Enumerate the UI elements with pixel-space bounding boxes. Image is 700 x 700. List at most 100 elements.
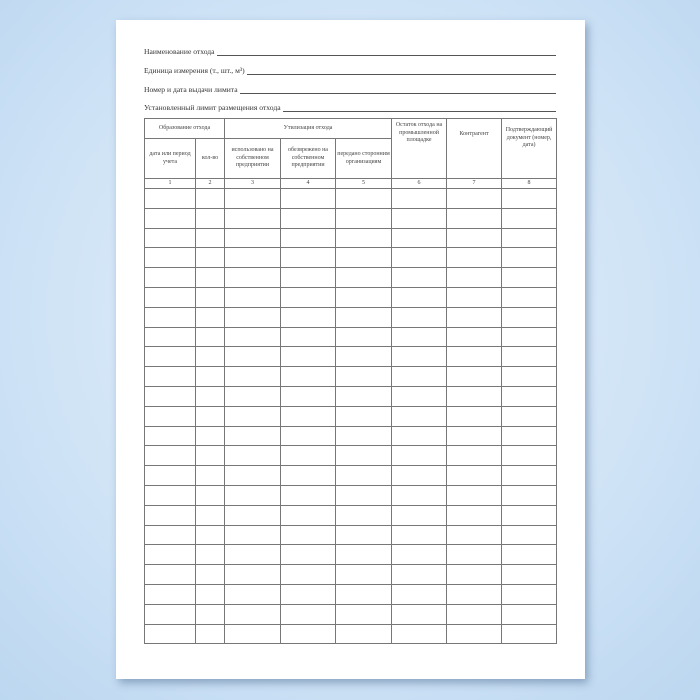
table-cell[interactable] <box>501 564 558 585</box>
table-cell[interactable] <box>280 267 336 288</box>
table-cell[interactable] <box>224 326 281 348</box>
table-cell[interactable] <box>446 544 503 566</box>
table-cell[interactable] <box>144 524 196 546</box>
input-line[interactable] <box>282 103 556 112</box>
table-cell[interactable] <box>391 366 448 387</box>
table-cell[interactable] <box>446 326 503 348</box>
table-cell[interactable] <box>501 425 558 447</box>
table-cell[interactable] <box>280 465 336 486</box>
table-cell[interactable] <box>144 366 196 387</box>
table-cell[interactable] <box>144 564 196 585</box>
table-cell[interactable] <box>391 207 448 229</box>
table-cell[interactable] <box>391 385 448 407</box>
table-cell[interactable] <box>334 425 393 447</box>
table-cell[interactable] <box>195 445 225 467</box>
table-cell[interactable] <box>195 207 225 229</box>
table-cell[interactable] <box>224 306 281 328</box>
table-cell[interactable] <box>224 366 281 387</box>
table-cell[interactable] <box>391 267 448 288</box>
table-cell[interactable] <box>501 227 558 249</box>
table-cell[interactable] <box>446 306 503 328</box>
table-cell[interactable] <box>224 583 281 605</box>
table-cell[interactable] <box>334 385 393 407</box>
table-cell[interactable] <box>224 346 281 368</box>
table-cell[interactable] <box>280 385 336 407</box>
table-cell[interactable] <box>446 385 503 407</box>
table-cell[interactable] <box>280 346 336 368</box>
table-cell[interactable] <box>391 603 448 625</box>
table-cell[interactable] <box>334 286 393 308</box>
table-cell[interactable] <box>144 326 196 348</box>
table-cell[interactable] <box>144 425 196 447</box>
table-cell[interactable] <box>334 484 393 506</box>
table-cell[interactable] <box>391 623 448 645</box>
table-cell[interactable] <box>446 564 503 585</box>
table-cell[interactable] <box>224 484 281 506</box>
table-cell[interactable] <box>446 247 503 269</box>
table-cell[interactable] <box>501 326 558 348</box>
table-cell[interactable] <box>195 484 225 506</box>
table-cell[interactable] <box>195 346 225 368</box>
table-cell[interactable] <box>446 346 503 368</box>
table-cell[interactable] <box>501 465 558 486</box>
table-cell[interactable] <box>224 524 281 546</box>
table-cell[interactable] <box>391 247 448 269</box>
table-cell[interactable] <box>224 207 281 229</box>
table-cell[interactable] <box>334 465 393 486</box>
table-cell[interactable] <box>501 346 558 368</box>
table-cell[interactable] <box>501 385 558 407</box>
table-cell[interactable] <box>446 504 503 526</box>
table-cell[interactable] <box>144 504 196 526</box>
table-cell[interactable] <box>280 484 336 506</box>
table-cell[interactable] <box>446 366 503 387</box>
table-cell[interactable] <box>391 564 448 585</box>
table-cell[interactable] <box>224 405 281 427</box>
table-cell[interactable] <box>334 306 393 328</box>
table-cell[interactable] <box>144 227 196 249</box>
table-cell[interactable] <box>334 267 393 288</box>
table-cell[interactable] <box>501 445 558 467</box>
table-cell[interactable] <box>391 405 448 427</box>
table-cell[interactable] <box>144 267 196 288</box>
table-cell[interactable] <box>446 286 503 308</box>
table-cell[interactable] <box>334 207 393 229</box>
table-cell[interactable] <box>334 247 393 269</box>
table-cell[interactable] <box>446 445 503 467</box>
table-cell[interactable] <box>334 504 393 526</box>
table-cell[interactable] <box>391 346 448 368</box>
table-cell[interactable] <box>391 465 448 486</box>
table-cell[interactable] <box>391 286 448 308</box>
table-cell[interactable] <box>280 366 336 387</box>
table-cell[interactable] <box>391 445 448 467</box>
table-cell[interactable] <box>334 583 393 605</box>
table-cell[interactable] <box>334 445 393 467</box>
table-cell[interactable] <box>195 583 225 605</box>
table-cell[interactable] <box>224 425 281 447</box>
table-cell[interactable] <box>446 425 503 447</box>
table-cell[interactable] <box>501 267 558 288</box>
table-cell[interactable] <box>195 544 225 566</box>
table-cell[interactable] <box>280 623 336 645</box>
table-cell[interactable] <box>334 227 393 249</box>
table-cell[interactable] <box>144 623 196 645</box>
table-cell[interactable] <box>224 564 281 585</box>
table-cell[interactable] <box>334 544 393 566</box>
table-cell[interactable] <box>446 405 503 427</box>
table-cell[interactable] <box>195 247 225 269</box>
table-cell[interactable] <box>280 207 336 229</box>
table-cell[interactable] <box>501 366 558 387</box>
table-cell[interactable] <box>280 227 336 249</box>
table-cell[interactable] <box>144 207 196 229</box>
table-cell[interactable] <box>195 306 225 328</box>
table-cell[interactable] <box>280 445 336 467</box>
table-cell[interactable] <box>501 623 558 645</box>
table-cell[interactable] <box>195 465 225 486</box>
table-cell[interactable] <box>144 603 196 625</box>
table-cell[interactable] <box>501 544 558 566</box>
table-cell[interactable] <box>280 583 336 605</box>
table-cell[interactable] <box>224 267 281 288</box>
table-cell[interactable] <box>144 484 196 506</box>
table-cell[interactable] <box>224 286 281 308</box>
table-cell[interactable] <box>224 188 281 209</box>
table-cell[interactable] <box>144 247 196 269</box>
